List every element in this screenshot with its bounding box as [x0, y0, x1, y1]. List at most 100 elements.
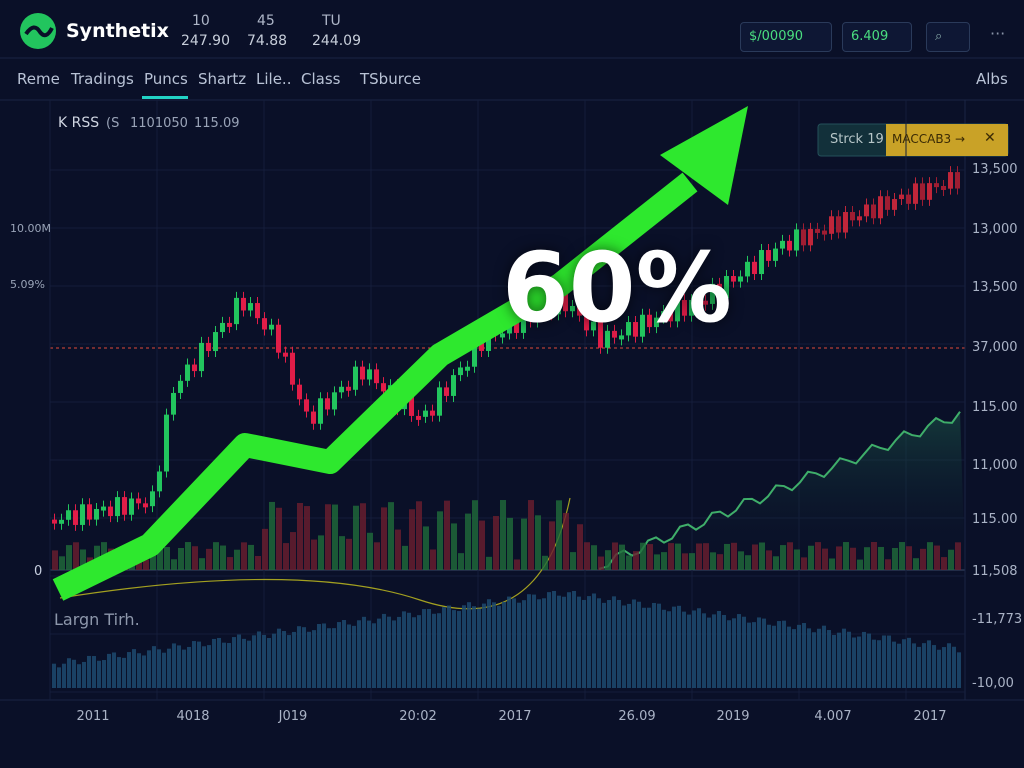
candle — [241, 297, 246, 311]
lower-bar — [562, 596, 566, 688]
candle — [710, 283, 715, 304]
axis-label: -10,00 — [972, 676, 1014, 691]
candle — [479, 341, 484, 351]
candle — [178, 380, 183, 393]
volume-bar — [584, 542, 590, 570]
candle — [794, 229, 799, 251]
account-button[interactable]: ⌕ — [926, 22, 970, 52]
panel-action[interactable]: MACCAB3 → — [892, 132, 966, 146]
volume-bar — [269, 501, 275, 570]
volume-bar — [416, 501, 422, 570]
lower-bar — [182, 649, 186, 688]
lower-bar — [322, 623, 326, 688]
candle — [871, 204, 876, 219]
lower-bar — [167, 648, 171, 688]
axis-label: 13,500 — [972, 280, 1018, 295]
panel-close[interactable]: ✕ — [984, 130, 996, 146]
volume-bar — [241, 542, 247, 570]
x-label: 26.09 — [618, 709, 656, 724]
lower-bar — [597, 598, 601, 688]
axis-label: 115.00 — [972, 512, 1018, 527]
lower-bar — [272, 633, 276, 688]
lower-bar — [662, 609, 666, 688]
nav-item[interactable]: Shartz — [198, 70, 247, 88]
lower-bar — [147, 650, 151, 688]
candle — [899, 194, 904, 200]
volume-bar — [276, 507, 282, 570]
lower-bar — [52, 663, 56, 688]
candle — [332, 392, 337, 410]
volume-bar — [808, 545, 814, 570]
lower-bar — [412, 617, 416, 688]
lower-bar — [867, 633, 871, 688]
lower-bar — [112, 652, 116, 688]
volume-bar — [913, 558, 919, 570]
nav-item[interactable]: TSburce — [360, 70, 422, 88]
volume-bar — [248, 544, 254, 570]
lower-bar — [697, 608, 701, 688]
volume-bar — [766, 550, 772, 570]
volume-bar — [80, 549, 86, 570]
candle — [647, 314, 652, 328]
volume-bar — [213, 542, 219, 570]
candle — [752, 261, 757, 275]
lower-bar — [242, 638, 246, 688]
lower-bar — [237, 634, 241, 688]
nav-item[interactable]: Tradings — [71, 70, 134, 88]
candle — [892, 199, 897, 210]
nav-item[interactable]: Puncs — [144, 70, 188, 88]
wallet-button[interactable]: 6.409 — [842, 22, 912, 52]
lower-bar — [527, 594, 531, 688]
lower-bar — [532, 594, 536, 688]
axis-label: 13,500 — [972, 162, 1018, 177]
lower-bar — [362, 616, 366, 688]
lower-bar — [577, 596, 581, 688]
lower-bar — [587, 596, 591, 688]
candle — [80, 504, 85, 525]
volume-bar — [346, 538, 352, 570]
candle — [381, 383, 386, 392]
lower-bar — [622, 605, 626, 688]
candle — [409, 396, 414, 416]
candle — [605, 330, 610, 348]
volume-bar — [710, 552, 716, 570]
lower-bar — [752, 622, 756, 688]
candle — [731, 276, 736, 282]
lower-bar — [937, 649, 941, 688]
candle — [724, 276, 729, 299]
lower-bar — [892, 641, 896, 688]
x-label: 20:02 — [399, 709, 437, 724]
nav-item[interactable]: Reme — [17, 70, 60, 88]
candle — [619, 335, 624, 340]
volume-bar — [521, 518, 527, 570]
nav-right[interactable]: Albs — [976, 70, 1008, 88]
volume-bar — [563, 512, 569, 570]
nav-item[interactable]: Lile.. — [256, 70, 292, 88]
volume-bar — [178, 547, 184, 570]
menu-button[interactable]: ··· — [990, 24, 1006, 43]
volume-bar — [318, 535, 324, 570]
volume-bar — [899, 542, 905, 570]
balance-button[interactable]: $/00090 — [740, 22, 832, 52]
candle — [171, 392, 176, 415]
volume-bar — [948, 549, 954, 570]
candle — [199, 342, 204, 372]
nav-item[interactable]: Class — [301, 70, 341, 88]
symbol-info: (S — [106, 116, 120, 131]
volume-bar — [360, 503, 366, 570]
volume-bar — [619, 544, 625, 570]
lower-bar — [487, 599, 491, 688]
volume-bar — [598, 556, 604, 570]
lower-bar — [817, 628, 821, 688]
lower-bar — [667, 611, 671, 688]
lower-bar — [117, 657, 121, 688]
volume-bar — [661, 552, 667, 570]
candle — [864, 204, 869, 217]
axis-label: 115.00 — [972, 400, 1018, 415]
lower-bar — [92, 656, 96, 688]
lower-bar — [677, 605, 681, 688]
candle — [787, 240, 792, 251]
lower-bar — [97, 660, 101, 688]
nav-active — [142, 96, 188, 99]
volume-bar — [759, 542, 765, 570]
